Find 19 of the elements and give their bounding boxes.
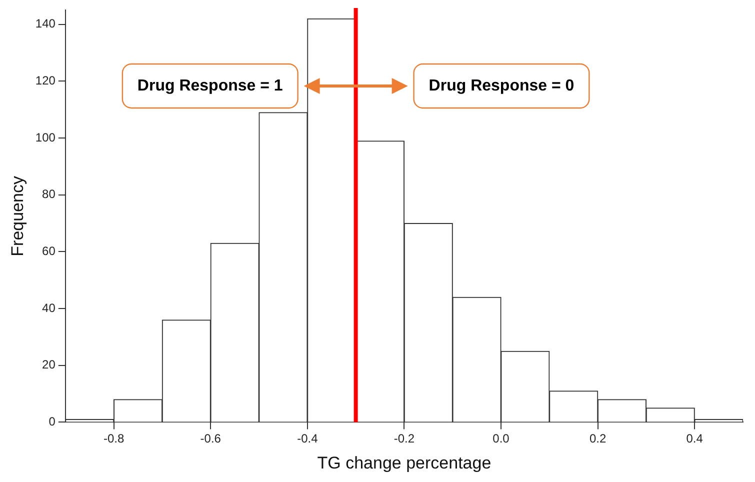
y-tick-label: 0 xyxy=(48,414,56,429)
x-tick-label: -0.2 xyxy=(394,432,415,446)
annotation: Drug Response = 1 xyxy=(137,77,283,94)
x-tick-label: 0.4 xyxy=(686,432,704,446)
annotation: Drug Response = 0 xyxy=(428,77,574,94)
x-axis-title: TG change percentage xyxy=(317,453,492,472)
x-tick-label: -0.6 xyxy=(200,432,222,446)
y-tick-label: 100 xyxy=(35,130,56,144)
x-tick-label: -0.4 xyxy=(297,432,318,446)
y-axis-title: Frequency xyxy=(8,176,27,256)
y-tick-label: 80 xyxy=(42,187,56,202)
y-tick-label: 60 xyxy=(42,244,56,258)
x-tick-label: 0.0 xyxy=(492,432,510,446)
x-tick-label: 0.2 xyxy=(589,432,606,446)
y-tick-label: 140 xyxy=(35,16,56,31)
y-tick-label: 120 xyxy=(35,74,56,88)
y-tick-label: 20 xyxy=(42,358,56,372)
y-tick-label: 40 xyxy=(42,300,56,315)
x-tick-label: -0.8 xyxy=(103,432,124,446)
